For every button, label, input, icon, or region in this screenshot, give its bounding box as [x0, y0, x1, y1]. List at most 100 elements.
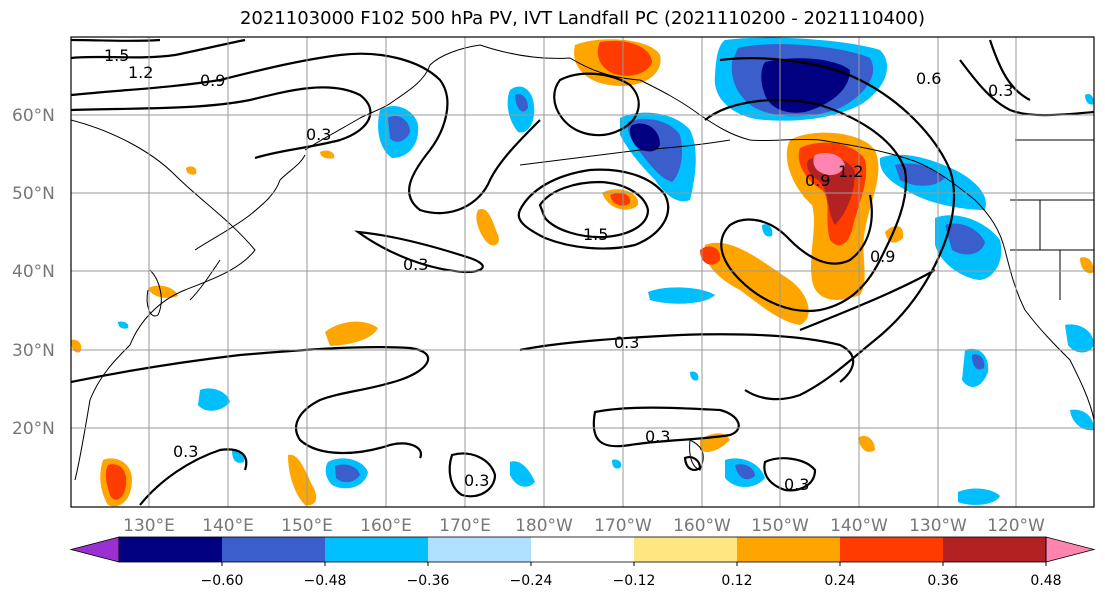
map-title: 2021103000 F102 500 hPa PV, IVT Landfall…	[239, 8, 926, 29]
contour-4	[71, 86, 372, 160]
contour-label: 0.3	[464, 471, 489, 490]
colorbar-tick-label: 0.24	[824, 573, 855, 589]
colorbar-tick-label: 0.12	[721, 573, 752, 589]
contour-14	[519, 333, 855, 383]
shade-negative-baja-inner	[972, 354, 985, 370]
shade-negative-1085	[1085, 94, 1094, 105]
colorbar-bin	[634, 537, 738, 562]
contour-label: 0.3	[173, 442, 198, 461]
shade-positive-edge	[71, 339, 82, 353]
colorbar-bin	[222, 537, 326, 562]
lat-label: 40°N	[12, 262, 55, 282]
shade-negative-960	[958, 488, 1000, 505]
lat-label: 30°N	[12, 341, 55, 361]
coast-asia	[71, 119, 256, 481]
contour-label: 1.5	[104, 46, 129, 65]
shade-negative-118	[118, 321, 129, 329]
colorbar-bin	[428, 537, 532, 562]
contour-label: 0.3	[403, 255, 428, 274]
colorbar-tick-label: −0.12	[613, 573, 656, 589]
shade-positive-japan-sea	[148, 285, 178, 298]
coast-korea	[146, 269, 162, 317]
contour-9	[719, 57, 956, 401]
lat-label: 50°N	[12, 184, 55, 204]
contour-8	[704, 98, 908, 313]
colorbar-bin	[325, 537, 429, 562]
shade-positive-sw-inner	[105, 464, 127, 500]
contour-18	[683, 456, 702, 471]
shade-positive-spot-a	[700, 246, 721, 265]
coast-hawaii	[689, 439, 704, 471]
lat-label: 60°N	[12, 106, 55, 126]
contour-3	[71, 52, 541, 215]
colorbar-tick-label: −0.24	[510, 573, 553, 589]
colorbar: −0.60 −0.48 −0.36 −0.24 −0.12 0.12 0.24 0.36 0.4…	[69, 536, 1096, 589]
lon-label: 170°W	[594, 516, 652, 536]
lon-label: 150°E	[281, 516, 333, 536]
shade-positive-band	[704, 242, 809, 325]
contour-label: 0.3	[784, 475, 809, 494]
contour-2	[71, 38, 246, 60]
shade-negative-725-inner	[735, 464, 755, 480]
contour-12	[354, 230, 484, 274]
colorbar-tick-label: −0.60	[201, 573, 244, 589]
map-frame	[70, 36, 1095, 508]
lon-label: 140°E	[202, 516, 254, 536]
contour-6	[538, 180, 650, 239]
shade-positive-860	[858, 435, 875, 452]
contour-label: 1.2	[128, 63, 153, 82]
colorbar-bin	[119, 537, 223, 562]
contour-11	[988, 39, 1031, 101]
contour-20	[799, 269, 936, 332]
contour-lines	[71, 38, 1094, 506]
contour-label: 0.3	[614, 333, 639, 352]
coast-kamchatka	[394, 44, 481, 101]
contour-label: 0.9	[870, 247, 895, 266]
contour-label: 0.3	[306, 125, 331, 144]
lon-label: 140°W	[830, 516, 888, 536]
shade-negative-690	[690, 371, 699, 381]
shade-positive-mid-inner	[610, 192, 631, 206]
contour-label: 0.6	[916, 69, 941, 88]
contour-19	[139, 448, 248, 506]
lon-labels: 130°E 140°E 150°E 160°E 170°E 180°W 170°…	[123, 516, 1045, 536]
lon-label: 130°E	[123, 516, 175, 536]
shade-positive-gulf-alaska-peak	[813, 153, 845, 176]
map-background	[71, 37, 1094, 507]
contour-label: 0.9	[200, 71, 225, 90]
contour-label: 1.2	[838, 162, 863, 181]
colorbar-tick-label: 0.36	[927, 573, 958, 589]
contour-label-group: 1.5 1.2 0.9 0.3 0.6 0.3 1.5 0.9 1.2 0.9 …	[104, 46, 1013, 494]
colorbar-outline	[118, 536, 1047, 563]
colorbar-bin	[737, 537, 841, 562]
contour-label: 0.9	[805, 171, 830, 190]
shade-positive-east-edge	[1080, 257, 1094, 274]
colorbar-arrow-low	[69, 536, 120, 563]
contour-label: 1.5	[583, 225, 608, 244]
shade-negative-510	[510, 461, 535, 487]
contour-13	[71, 345, 430, 459]
lon-label: 180°W	[515, 516, 573, 536]
contour-7	[553, 72, 640, 137]
shade-positive-152e	[288, 454, 317, 506]
colorbar-bin	[943, 537, 1047, 562]
shade-negative-pnw-inner	[945, 223, 985, 255]
border-us-states	[1010, 139, 1094, 300]
colorbar-arrow-high	[1045, 536, 1096, 563]
shade-negative-kamchatka-inner	[388, 115, 410, 142]
coast-siberia	[479, 44, 641, 81]
contour-17	[763, 457, 817, 492]
shade-positive-bering-inner	[597, 40, 652, 76]
contour-label: 0.3	[988, 81, 1013, 100]
shade-positive-325	[320, 150, 335, 159]
shade-negative-ca	[1065, 324, 1094, 353]
colorbar-tick-label: −0.48	[304, 573, 347, 589]
shade-negative-330-inner	[335, 464, 360, 483]
lon-label: 150°W	[751, 516, 809, 536]
coast-westus	[1004, 249, 1094, 421]
colorbar-bin	[840, 537, 944, 562]
lon-label: 120°W	[987, 516, 1045, 536]
lon-label: 160°E	[360, 516, 412, 536]
lon-label: 130°W	[909, 516, 967, 536]
